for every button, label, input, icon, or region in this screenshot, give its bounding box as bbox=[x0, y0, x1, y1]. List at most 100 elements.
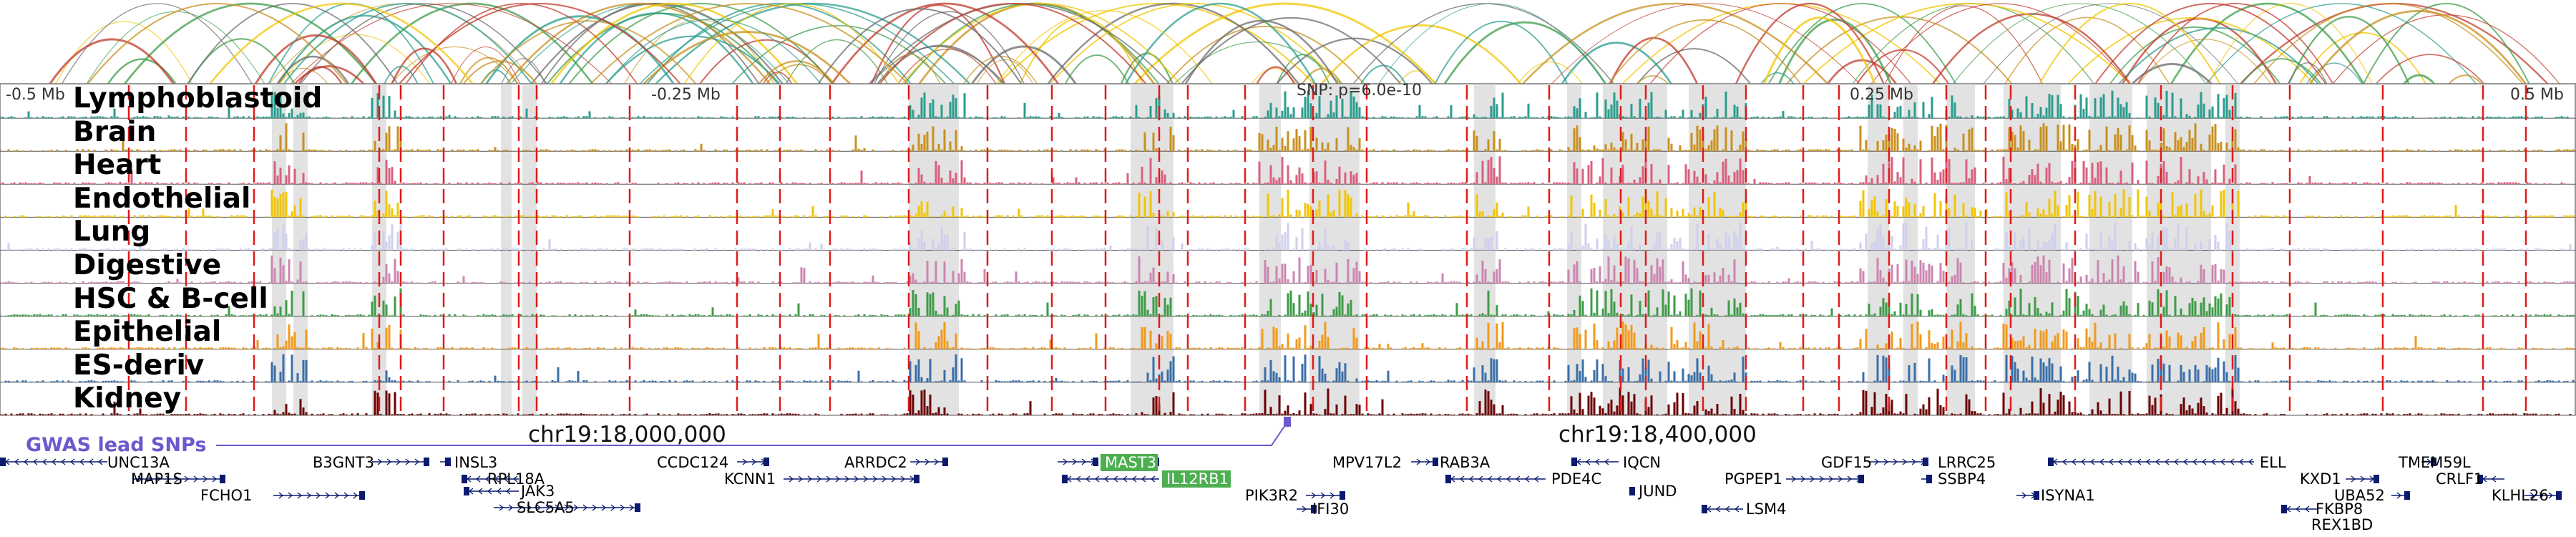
strand-arrow bbox=[934, 458, 940, 465]
strand-arrow bbox=[854, 475, 859, 483]
interaction-arc bbox=[1064, 54, 1129, 84]
strand-arrow bbox=[1103, 475, 1109, 483]
strand-arrow bbox=[1459, 475, 1465, 483]
interaction-arc bbox=[1952, 3, 2207, 84]
strand-arrow bbox=[1141, 475, 1146, 483]
gene-label-jund: JUND bbox=[1637, 483, 1677, 500]
gene-label-rab3a: RAB3A bbox=[1440, 454, 1491, 471]
strand-arrow bbox=[2155, 458, 2160, 465]
track-label-lung: Lung bbox=[73, 216, 150, 248]
gene-exon bbox=[445, 458, 451, 466]
strand-arrow bbox=[51, 458, 57, 465]
interaction-arc bbox=[1125, 3, 1317, 84]
strand-arrow bbox=[789, 475, 794, 483]
gene-exon bbox=[1433, 458, 1438, 466]
strand-arrow bbox=[405, 458, 411, 465]
strand-arrow bbox=[1883, 458, 1889, 465]
interaction-arc bbox=[2363, 3, 2530, 84]
interaction-arc bbox=[1983, 3, 2238, 84]
strand-arrow bbox=[297, 492, 303, 499]
track-label-kidney: Kidney bbox=[73, 382, 181, 415]
strand-arrow bbox=[1791, 475, 1797, 483]
interaction-arc bbox=[1636, 48, 1751, 84]
strand-arrow bbox=[1302, 505, 1307, 513]
strand-arrow bbox=[1487, 475, 1493, 483]
interaction-arc bbox=[87, 3, 348, 84]
interaction-arc bbox=[86, 11, 265, 84]
strand-arrow bbox=[2089, 458, 2095, 465]
interaction-arc bbox=[1827, 59, 1897, 84]
strand-arrow bbox=[798, 475, 804, 483]
strand-arrow bbox=[1131, 475, 1137, 483]
interaction-arc bbox=[278, 67, 328, 84]
interaction-arc bbox=[294, 65, 365, 84]
strand-arrow bbox=[742, 458, 748, 465]
interaction-arc bbox=[1517, 61, 1583, 84]
gene-label-mast3: MAST3 bbox=[1105, 454, 1156, 471]
snp-pvalue-label: SNP: p=6.0e-10 bbox=[1297, 82, 1422, 100]
interaction-arc bbox=[1352, 3, 1614, 84]
interaction-arc bbox=[254, 34, 377, 84]
interaction-arc bbox=[2403, 74, 2435, 85]
interaction-arc bbox=[2170, 2, 2365, 84]
gene-label-fcho1: FCHO1 bbox=[200, 487, 252, 504]
interaction-arc bbox=[187, 3, 399, 84]
strand-arrow bbox=[610, 504, 616, 511]
track-signal bbox=[0, 189, 2575, 218]
interaction-arc bbox=[1256, 66, 1295, 84]
strand-arrow bbox=[334, 492, 340, 499]
gene-exon bbox=[2431, 458, 2436, 466]
strand-arrow bbox=[79, 458, 84, 465]
strand-arrow bbox=[1320, 492, 1326, 499]
strand-arrow bbox=[2099, 458, 2104, 465]
interaction-arc bbox=[2004, 16, 2170, 84]
interaction-arc bbox=[1321, 24, 1522, 84]
gene-label-rex1bd: REX1BD bbox=[2311, 516, 2373, 533]
interaction-arc bbox=[107, 58, 177, 84]
interaction-arc bbox=[384, 65, 419, 84]
strand-arrow bbox=[573, 504, 579, 511]
gene-label-ssbp4: SSBP4 bbox=[1938, 470, 1986, 488]
interaction-arc bbox=[2207, 3, 2373, 84]
strand-arrow bbox=[97, 458, 103, 465]
strand-arrow bbox=[2351, 475, 2356, 483]
interaction-arc bbox=[2288, 16, 2410, 84]
strand-arrow bbox=[751, 458, 757, 465]
gene-exon bbox=[464, 487, 469, 495]
track-signal bbox=[1, 222, 2575, 251]
interaction-arc bbox=[1802, 3, 2131, 84]
gene-exon bbox=[462, 475, 467, 483]
interaction-arc bbox=[2132, 62, 2212, 85]
interaction-arc bbox=[1434, 21, 1568, 84]
interaction-arc bbox=[871, 4, 1005, 84]
strand-arrow bbox=[1734, 505, 1740, 513]
strand-arrow bbox=[165, 475, 171, 483]
track-label-brain: Brain bbox=[73, 116, 156, 148]
strand-arrow bbox=[1416, 458, 1422, 465]
strand-arrow bbox=[212, 475, 218, 483]
strand-arrow bbox=[2238, 458, 2244, 465]
interaction-arc bbox=[971, 45, 1077, 84]
interaction-arc bbox=[766, 64, 833, 84]
strand-arrow bbox=[601, 504, 607, 511]
interaction-arc bbox=[2253, 3, 2524, 84]
gene-label-crlf1: CRLF1 bbox=[2436, 470, 2483, 488]
strand-arrow bbox=[2021, 492, 2027, 499]
gene-exon bbox=[1311, 505, 1317, 513]
strand-arrow bbox=[288, 492, 293, 499]
gene-exon bbox=[424, 458, 429, 466]
interaction-arc bbox=[55, 21, 193, 84]
gene-exon bbox=[2048, 458, 2054, 466]
interaction-arc bbox=[995, 10, 1213, 84]
interaction-arc bbox=[391, 47, 458, 84]
strand-arrow bbox=[2229, 458, 2235, 465]
gene-exon bbox=[2281, 505, 2287, 513]
interaction-arc bbox=[1760, 72, 1795, 84]
strand-arrow bbox=[2192, 458, 2197, 465]
interaction-arc bbox=[2448, 74, 2483, 84]
interaction-arc bbox=[2306, 62, 2363, 84]
strand-arrow bbox=[2539, 492, 2545, 499]
interaction-arc bbox=[1174, 41, 1342, 84]
strand-arrow bbox=[900, 475, 906, 483]
